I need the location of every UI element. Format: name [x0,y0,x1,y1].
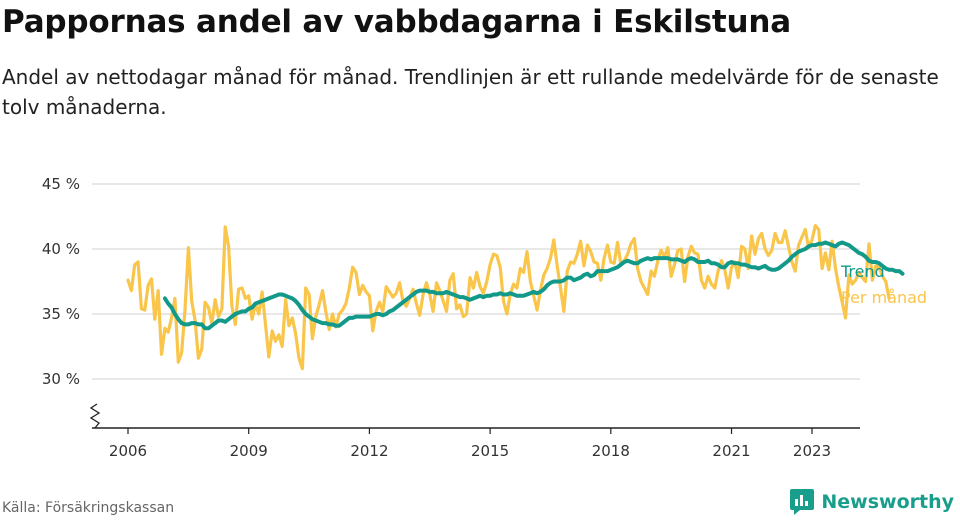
x-tick-label: 2021 [712,442,750,460]
y-tick-label: 35 % [42,305,80,323]
series-line-trend [162,240,905,331]
newsworthy-logo[interactable]: Newsworthy [789,488,954,516]
series-line-per-manad [126,224,891,371]
x-tick-label: 2015 [471,442,509,460]
series-label-trend: Trend [840,262,885,281]
y-tick-label: 30 % [42,370,80,388]
y-tick-label: 45 % [42,175,80,193]
x-tick-label: 2012 [350,442,388,460]
newsworthy-logo-icon [790,489,815,515]
series-label-per-manad: Per månad [841,288,927,307]
axis-break-icon [89,403,101,429]
y-tick-label: 40 % [42,240,80,258]
x-tick-label: 2006 [109,442,147,460]
x-axis [89,403,860,429]
source-note: Källa: Försäkringskassan [2,500,175,516]
x-axis-ticks: 2006 2009 2012 2015 2018 2021 2023 [109,428,831,460]
x-tick-label: 2009 [230,442,268,460]
x-tick-label: 2023 [793,442,831,460]
series-lines [126,224,905,371]
y-axis-ticks: 30 % 35 % 40 % 45 % [42,175,80,388]
x-tick-label: 2018 [592,442,630,460]
brand-name: Newsworthy [821,491,954,513]
chart-title: Pappornas andel av vabbdagarna i Eskilst… [2,4,791,40]
chart-subtitle: Andel av nettodagar månad för månad. Tre… [2,65,939,119]
